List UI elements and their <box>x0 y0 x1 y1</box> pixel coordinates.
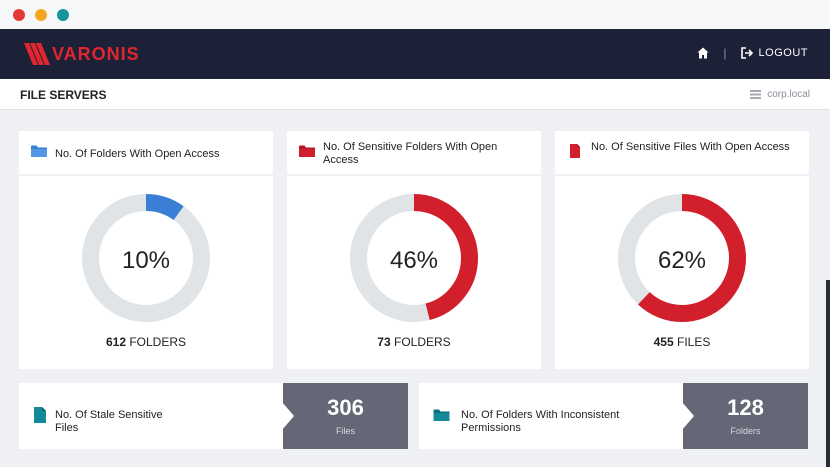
window-close-button[interactable] <box>13 9 25 21</box>
stat-box: 128 Folders <box>682 383 808 449</box>
stat-box: 306 Files <box>282 383 408 449</box>
count-value: 612 <box>105 335 126 349</box>
server-icon <box>750 90 762 99</box>
card-sensitive-folders-open-access[interactable]: No. Of Sensitive Folders With Open Acces… <box>287 131 541 369</box>
count-unit: FOLDERS <box>129 335 187 349</box>
window-titlebar <box>0 0 830 29</box>
file-icon <box>570 144 580 158</box>
card-title: No. Of Sensitive Files With Open Access <box>591 141 790 153</box>
varonis-logo[interactable]: VARONIS <box>24 42 140 66</box>
donut-chart <box>618 194 746 322</box>
page-title: FILE SERVERS <box>20 88 107 102</box>
card-inconsistent-permissions[interactable]: No. Of Folders With Inconsistent Permiss… <box>419 383 808 449</box>
brand-name: VARONIS <box>52 43 140 64</box>
donut-arc <box>618 194 746 322</box>
logout-icon[interactable] <box>740 47 753 59</box>
count-value: 455 <box>653 335 674 349</box>
window-maximize-button[interactable] <box>57 9 69 21</box>
page-header: FILE SERVERS corp.local <box>0 79 830 110</box>
folder-icon <box>299 145 315 157</box>
percent-label: 10% <box>121 247 171 274</box>
percent-label: 62% <box>657 247 707 274</box>
card-sensitive-files-open-access[interactable]: No. Of Sensitive Files With Open Access … <box>555 131 809 369</box>
donut-chart <box>82 194 210 322</box>
folder-icon <box>31 145 47 157</box>
count-label: 455 FILES <box>555 335 809 349</box>
stat-unit: Files <box>335 426 355 436</box>
varonis-logo-icon <box>24 43 50 65</box>
card-title: No. Of Folders With Open Access <box>55 148 220 160</box>
stat-value: 128 <box>727 395 764 420</box>
domain-indicator[interactable]: corp.local <box>750 89 810 100</box>
top-navbar: VARONIS | LOGOUT <box>0 29 830 79</box>
card-title: No. Of Sensitive Folders With Open Acces… <box>323 141 498 166</box>
count-label: 73 FOLDERS <box>287 335 541 349</box>
logout-button[interactable]: LOGOUT <box>758 47 808 59</box>
folder-icon <box>433 409 450 421</box>
count-unit: FOLDERS <box>394 335 451 349</box>
donut-arc <box>350 194 478 322</box>
card-open-access-folders[interactable]: No. Of Folders With Open Access 10% 612 … <box>19 131 273 369</box>
card-title: No. Of Folders With Inconsistent Permiss… <box>461 409 620 434</box>
percent-label: 46% <box>389 247 439 274</box>
stat-value: 306 <box>327 395 364 420</box>
home-icon[interactable] <box>697 47 709 59</box>
count-value: 73 <box>377 335 391 349</box>
nav-divider: | <box>723 46 727 60</box>
domain-name: corp.local <box>767 89 810 100</box>
card-stale-sensitive-files[interactable]: No. Of Stale Sensitive Files 306 Files <box>19 383 408 449</box>
window-minimize-button[interactable] <box>35 9 47 21</box>
count-unit: FILES <box>677 335 711 349</box>
window-edge <box>826 280 830 467</box>
file-icon <box>34 407 46 423</box>
donut-chart <box>350 194 478 322</box>
donut-arc <box>82 194 210 322</box>
stat-unit: Folders <box>730 426 761 436</box>
card-title: No. Of Stale Sensitive Files <box>55 409 163 434</box>
count-label: 612 FOLDERS <box>19 335 273 349</box>
